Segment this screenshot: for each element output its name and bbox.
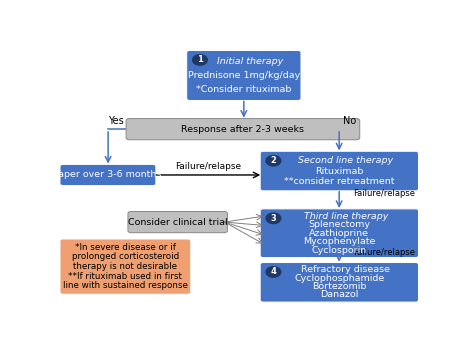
Text: Failure/relapse: Failure/relapse xyxy=(175,162,241,171)
Text: Mycophenylate: Mycophenylate xyxy=(303,237,375,246)
Text: line with sustained response: line with sustained response xyxy=(63,282,188,290)
Text: *Consider rituximab: *Consider rituximab xyxy=(196,85,292,94)
Text: Taper over 3-6 months: Taper over 3-6 months xyxy=(54,170,162,180)
FancyBboxPatch shape xyxy=(60,239,191,294)
Text: Danazol: Danazol xyxy=(320,290,358,299)
FancyBboxPatch shape xyxy=(128,211,228,233)
FancyBboxPatch shape xyxy=(126,119,360,140)
Text: Failure/relapse: Failure/relapse xyxy=(354,189,416,198)
Text: Refractory disease: Refractory disease xyxy=(301,266,391,274)
Circle shape xyxy=(266,267,281,277)
Text: prolonged corticosteroid: prolonged corticosteroid xyxy=(72,253,179,261)
Text: Cyclophosphamide: Cyclophosphamide xyxy=(294,274,384,283)
FancyBboxPatch shape xyxy=(260,151,419,191)
Text: 3: 3 xyxy=(271,214,276,223)
Text: Response after 2-3 weeks: Response after 2-3 weeks xyxy=(182,125,304,134)
Text: **consider retreatment: **consider retreatment xyxy=(284,177,394,186)
Text: Bortezomib: Bortezomib xyxy=(312,282,366,291)
Text: Second line therapy: Second line therapy xyxy=(299,156,393,165)
Text: Third line therapy: Third line therapy xyxy=(304,212,388,221)
Text: Failure/relapse: Failure/relapse xyxy=(354,248,416,257)
Text: Consider clinical trial: Consider clinical trial xyxy=(128,218,228,226)
Text: Splenectomy: Splenectomy xyxy=(309,220,370,229)
Text: 1: 1 xyxy=(197,55,203,64)
Text: 4: 4 xyxy=(271,268,276,276)
Text: Initial therapy: Initial therapy xyxy=(218,57,283,66)
Text: Cyclosporin: Cyclosporin xyxy=(312,245,367,255)
Text: 2: 2 xyxy=(271,156,276,165)
Circle shape xyxy=(266,213,281,223)
Text: Yes: Yes xyxy=(109,116,124,126)
Text: **If rituximab used in first: **If rituximab used in first xyxy=(68,272,182,281)
FancyBboxPatch shape xyxy=(260,262,419,302)
Text: Azathioprine: Azathioprine xyxy=(310,229,369,238)
FancyBboxPatch shape xyxy=(260,209,419,258)
Text: Rituximab: Rituximab xyxy=(315,167,364,175)
FancyBboxPatch shape xyxy=(187,50,301,101)
Circle shape xyxy=(192,55,207,65)
Text: therapy is not desirable: therapy is not desirable xyxy=(73,262,177,271)
FancyBboxPatch shape xyxy=(60,164,156,186)
Text: No: No xyxy=(343,116,356,126)
Circle shape xyxy=(266,155,281,166)
Text: Prednisone 1mg/kg/day: Prednisone 1mg/kg/day xyxy=(188,71,300,80)
Text: *In severe disease or if: *In severe disease or if xyxy=(75,243,176,252)
